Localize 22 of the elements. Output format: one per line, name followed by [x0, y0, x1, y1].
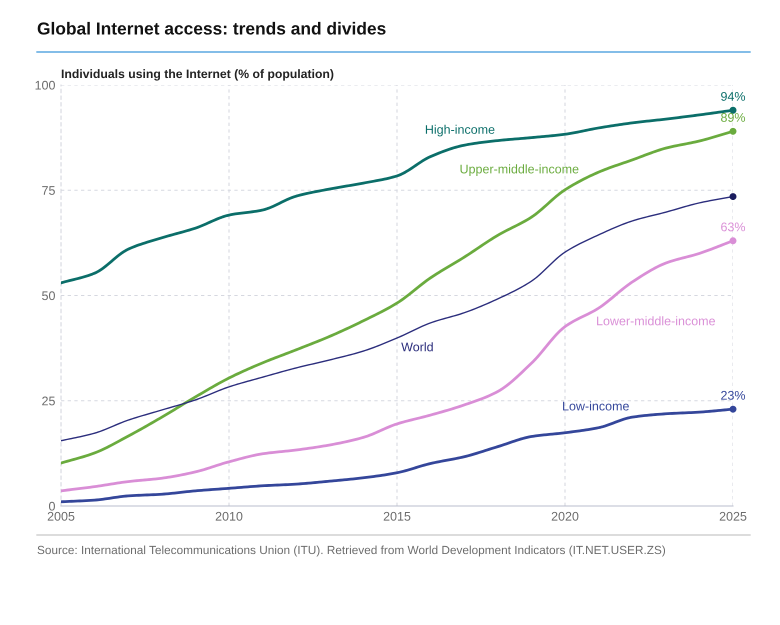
- y-axis-title: Individuals using the Internet (% of population): [62, 69, 334, 81]
- x-tick-label: 2025: [720, 512, 746, 521]
- data-label: 89%: [721, 113, 746, 122]
- x-tick-label: 2015: [384, 512, 410, 521]
- series-label: Low-income: [563, 401, 629, 411]
- data-label: 63%: [721, 222, 746, 232]
- source-note: Source: International Telecommunications Union (ITU). Retrieved from World Development Indicators (IT.NET.USER.ZS): [38, 545, 666, 557]
- series-label: Lower-middle-income: [597, 316, 715, 326]
- series-label: Upper-middle-income: [460, 164, 578, 176]
- x-tick-label: 2005: [48, 512, 74, 521]
- y-tick-label: 25: [42, 396, 55, 406]
- x-tick-label: 2010: [216, 512, 242, 521]
- chart-title: Global Internet access: trends and divides: [38, 22, 386, 35]
- series-label: High-income: [426, 124, 494, 136]
- x-tick-label: 2020: [552, 512, 578, 521]
- data-label: 94%: [721, 92, 746, 101]
- data-label: 23%: [721, 390, 746, 400]
- y-tick-label: 75: [42, 186, 55, 195]
- y-tick-label: 50: [42, 291, 55, 300]
- y-tick-label: 0: [48, 502, 55, 511]
- y-tick-label: 100: [36, 80, 55, 90]
- series-label: World: [401, 342, 433, 352]
